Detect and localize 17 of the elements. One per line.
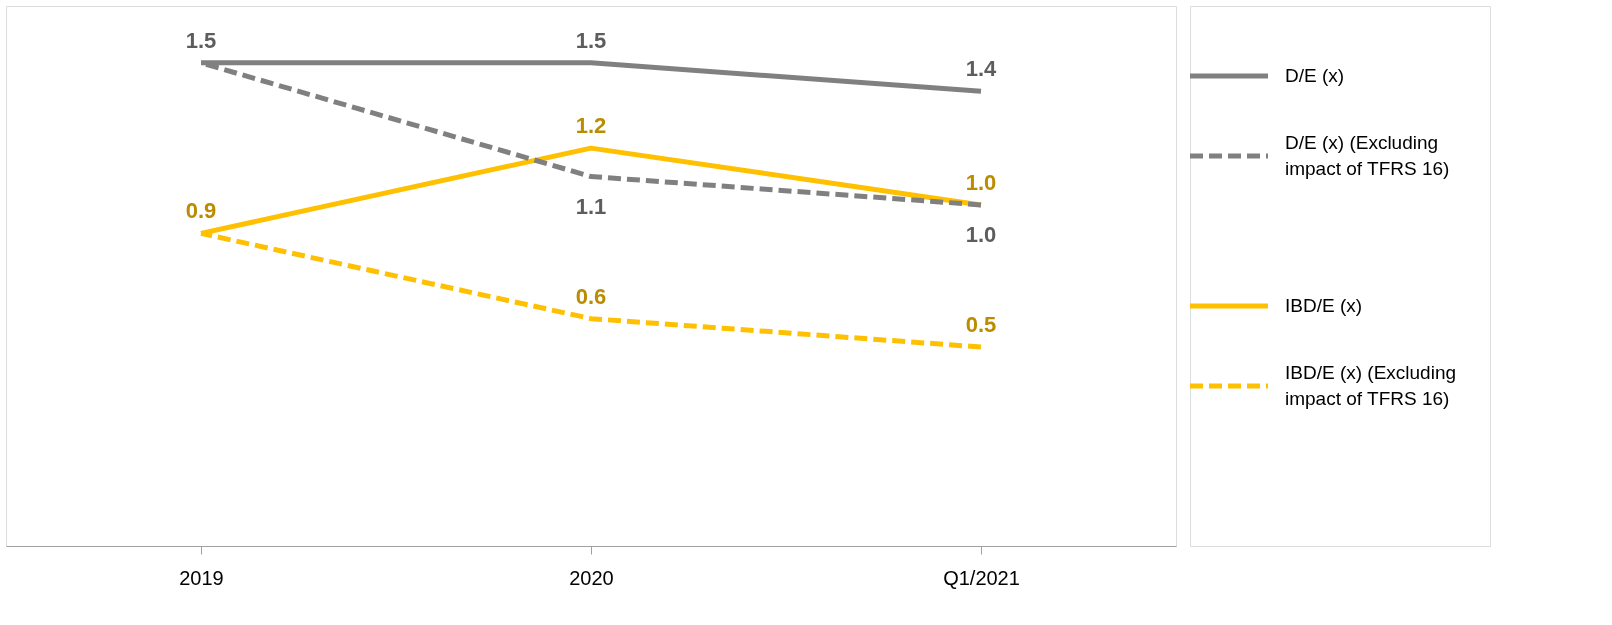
legend-label: IBD/E (x) (Excluding impact of TFRS 16) [1285,362,1457,409]
legend-label: IBD/E (x) [1285,295,1363,316]
data-label: 0.6 [575,283,607,309]
data-label: 1.1 [575,193,607,219]
data-label: 0.9 [185,198,217,224]
data-label: 1.0 [965,221,997,247]
legend-label: D/E (x) [1285,65,1345,86]
legend-label: D/E (x) (Excluding impact of TFRS 16) [1285,132,1450,179]
x-tick-label: 2019 [179,566,224,589]
data-label: 1.2 [575,113,607,139]
x-tick-label: 2020 [569,566,614,589]
data-label: 0.5 [965,312,997,338]
data-label: 1.5 [185,27,217,53]
data-label: 1.5 [575,27,607,53]
data-label: 1.4 [965,56,998,82]
data-label: 1.0 [965,169,997,195]
x-tick-label: Q1/2021 [943,566,1020,589]
